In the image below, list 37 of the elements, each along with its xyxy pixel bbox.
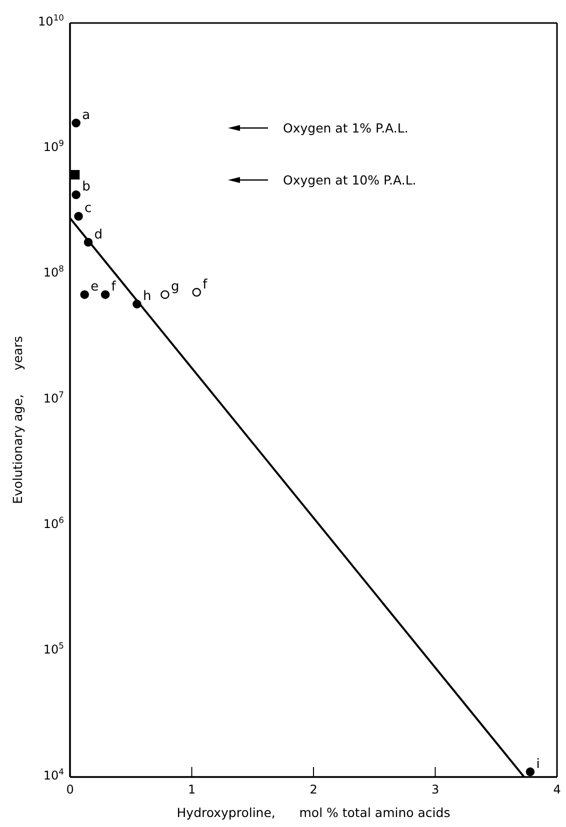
- y-axis-title: Evolutionary age, years: [10, 336, 25, 504]
- point: [192, 288, 202, 297]
- y-tick-label: 10$^{4}$: [43, 766, 64, 782]
- point: [80, 290, 89, 299]
- annotation: d: [94, 227, 103, 242]
- y-tick-label: 10$^{5}$: [43, 640, 64, 657]
- y-tick-label: 10$^{7}$: [43, 389, 64, 406]
- point: [72, 118, 80, 128]
- point: [100, 290, 110, 299]
- point: [84, 238, 93, 247]
- annotation: b: [82, 180, 90, 195]
- y-tick-label: 10$^{8}$: [43, 264, 64, 280]
- point: [74, 212, 83, 221]
- y-tick-label: 10$^{9}$: [43, 138, 64, 154]
- annotation: g: [170, 280, 180, 295]
- point: [132, 300, 142, 308]
- annotation: f: [111, 280, 116, 295]
- annotation: c: [84, 201, 92, 216]
- x-tick-label: 4: [553, 782, 561, 797]
- annotation: h: [142, 289, 152, 304]
- annotation: e: [90, 280, 99, 295]
- point: [526, 767, 535, 776]
- annotation: Oxygen at 10% P.A.L.: [283, 172, 416, 188]
- x-tick-label: 3: [431, 782, 440, 797]
- annotation: a: [82, 108, 90, 124]
- point: [70, 170, 80, 180]
- annotation: f: [202, 277, 208, 292]
- y-tick-label: 10$^{6}$: [43, 515, 64, 532]
- x-tick-label: 0: [66, 782, 74, 797]
- y-tick-label: 10$^{10}$: [38, 12, 64, 28]
- x-tick-label: 2: [310, 782, 318, 797]
- annotation: i: [536, 756, 540, 772]
- x-tick-label: 1: [188, 782, 196, 797]
- annotation: Oxygen at 1% P.A.L.: [283, 120, 408, 136]
- x-axis-title: Hydroxyproline, mol % total amino acids: [176, 805, 450, 820]
- point: [160, 290, 170, 299]
- point: [72, 190, 80, 200]
